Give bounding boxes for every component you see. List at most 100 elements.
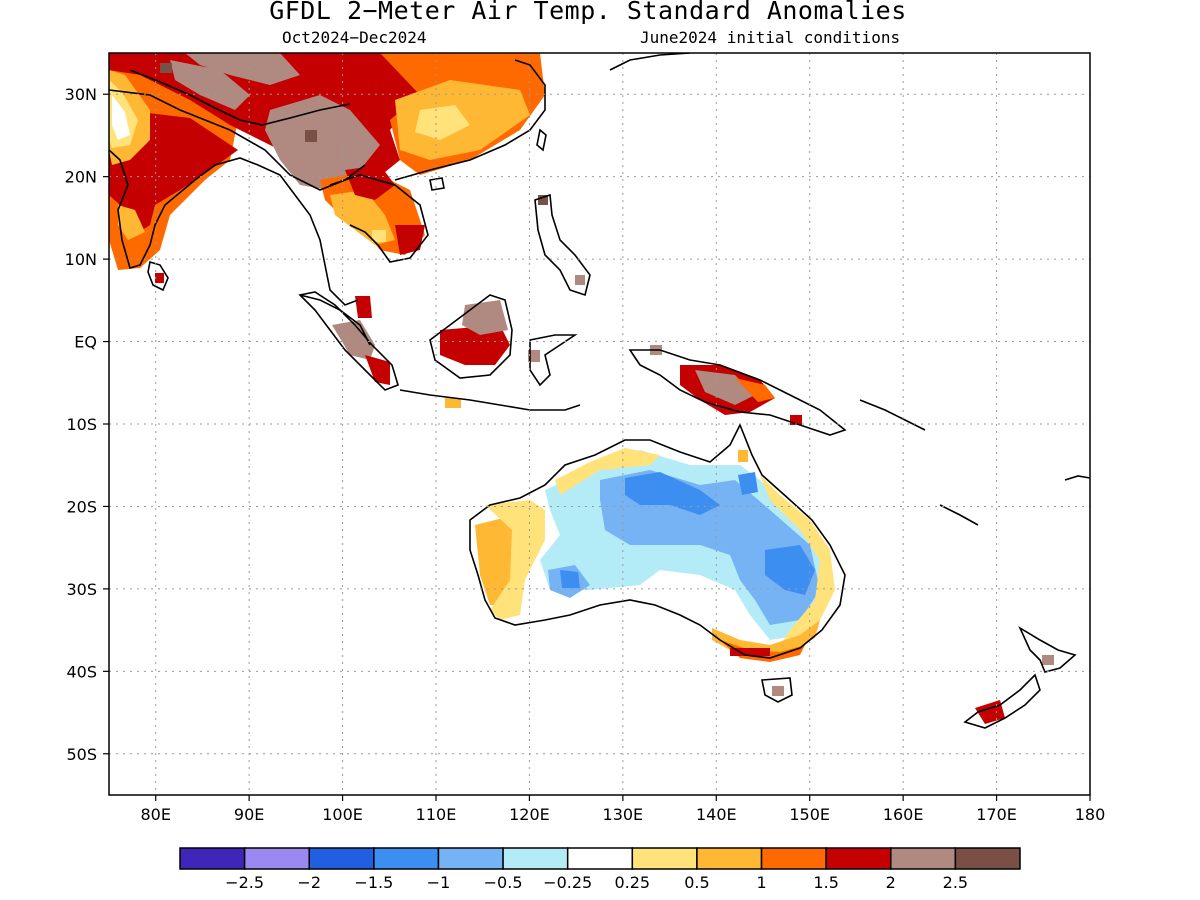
anomaly-region-north-brown <box>185 53 300 85</box>
colorbar-label: 1.5 <box>813 873 838 892</box>
coastline-borneo <box>429 294 513 379</box>
colorbar-swatch <box>631 847 698 870</box>
anomaly-region-java-gold <box>445 398 461 408</box>
colorbar-labels: −2.5 −2 −1.5 −1 −0.5 −0.25 0.25 0.5 1 1.5 2 2.5 <box>225 873 968 892</box>
anomaly-region-australia-east-yellow <box>760 475 835 645</box>
coastline-australia <box>469 423 846 659</box>
coastline-china-coast <box>394 59 546 181</box>
colorbar-swatch <box>825 847 892 870</box>
coastline-nz-north <box>1018 625 1077 673</box>
anomaly-region-sumatra-brown <box>332 320 375 360</box>
colorbar <box>179 847 1021 870</box>
coastlines <box>109 53 1090 729</box>
lon-label: 110E <box>416 805 457 824</box>
lon-label: 90E <box>234 805 264 824</box>
lon-label: 150E <box>789 805 830 824</box>
anomaly-region-india-gold-coast <box>118 205 145 240</box>
anomaly-region-sulawesi-brown <box>528 350 540 362</box>
anomaly-region-australia-midblue2 <box>765 545 815 595</box>
lon-label: 160E <box>883 805 924 824</box>
anomaly-region-phil-brown <box>575 275 585 285</box>
colorbar-swatch <box>696 847 763 870</box>
anomaly-region-borneo-red <box>440 325 510 365</box>
anomaly-region-png-red2 <box>790 415 802 425</box>
lat-label: 20S <box>66 497 97 516</box>
colorbar-swatch <box>890 847 957 870</box>
colorbar-swatch <box>373 847 440 870</box>
anomaly-region-australia-north-yellow <box>555 448 660 495</box>
lon-label: 170E <box>976 805 1017 824</box>
lat-label: EQ <box>74 333 97 352</box>
colorbar-swatch <box>308 847 375 870</box>
coastline-srilanka <box>147 260 169 292</box>
anomaly-region-indochina-yellow <box>372 230 386 242</box>
colorbar-label: 2.5 <box>943 873 968 892</box>
anomaly-region-tasmania-brown <box>772 686 784 696</box>
coastline-taiwan <box>536 128 547 152</box>
lon-label: 140E <box>696 805 737 824</box>
anomaly-region-srilanka-red <box>155 273 164 283</box>
colorbar-swatch <box>502 847 569 870</box>
anomaly-region-australia-lightblue <box>600 470 820 625</box>
lat-label: 50S <box>66 745 97 764</box>
anomaly-region-capeyork-gold <box>738 450 748 462</box>
anomaly-region-indochina-red <box>345 165 395 200</box>
lat-label: 40S <box>66 662 97 681</box>
colorbar-label: −1.5 <box>354 873 393 892</box>
latitude-labels: 30N 20N 10N EQ 10S 20S 30S 40S 50S <box>65 85 97 764</box>
colorbar-swatch <box>954 847 1021 870</box>
anomaly-region-tibet-darkbrown <box>305 130 317 142</box>
coastline-nz-south <box>963 673 1041 729</box>
anomaly-region-png-orange <box>735 378 775 402</box>
anomaly-region-himalaya-brown <box>170 60 250 110</box>
coastline-solomon <box>859 399 926 431</box>
anomaly-region-nz-brown <box>1042 655 1054 665</box>
anomaly-region-png-brown <box>695 370 755 405</box>
coastline-india <box>109 149 259 269</box>
coastline-java <box>399 389 581 411</box>
lat-label: 30S <box>66 580 97 599</box>
anomaly-region-australia-se-red <box>730 648 770 656</box>
anomaly-region-indochina-red2 <box>395 225 425 255</box>
coastline-fiji <box>1064 475 1090 481</box>
lon-label: 80E <box>140 805 170 824</box>
colorbar-swatch <box>760 847 827 870</box>
lon-label: 130E <box>603 805 644 824</box>
colorbar-swatch <box>179 847 246 870</box>
colorbar-swatch <box>243 847 310 870</box>
coastline-burma-thai <box>257 164 359 306</box>
anomaly-region-borneo-brown <box>462 300 508 335</box>
anomaly-region-australia-west-yellow <box>485 500 545 620</box>
map-title: GFDL 2−Meter Air Temp. Standard Anomalie… <box>269 0 907 25</box>
anomaly-region-sumatra-red <box>355 296 390 385</box>
colorbar-label: −2.5 <box>225 873 264 892</box>
lat-label: 30N <box>65 85 97 104</box>
coastline-tasmania <box>761 677 793 703</box>
forecast-period-label: Oct2024−Dec2024 <box>282 28 427 47</box>
graticule <box>103 53 1091 801</box>
initial-conditions-label: June2024 initial conditions <box>640 28 901 47</box>
coastline-himalaya <box>129 69 351 126</box>
lat-label: 20N <box>65 168 97 187</box>
coastline-hainan <box>429 177 445 191</box>
coastline-indochina <box>329 174 429 263</box>
anomaly-field <box>109 53 1054 724</box>
coastline-png <box>628 349 847 436</box>
longitude-labels: 80E 90E 100E 110E 120E 130E 140E 150E 160E 170E 18… <box>140 805 1105 824</box>
anomaly-region-india-white <box>112 95 130 140</box>
colorbar-label: −1 <box>427 873 451 892</box>
colorbar-label: 0.5 <box>684 873 709 892</box>
coastline-japan <box>609 53 691 71</box>
colorbar-label: −0.5 <box>484 873 523 892</box>
colorbar-label: −0.25 <box>543 873 592 892</box>
colorbar-swatch <box>437 847 504 870</box>
lat-label: 10N <box>65 250 97 269</box>
anomaly-region-phil-darkbrown <box>538 195 548 205</box>
map-frame <box>108 52 1091 796</box>
coastline-sumatra <box>298 291 399 391</box>
colorbar-label: −2 <box>297 873 321 892</box>
colorbar-label: 0.25 <box>614 873 650 892</box>
coastline-philippines <box>534 193 591 297</box>
lat-label: 10S <box>66 415 97 434</box>
